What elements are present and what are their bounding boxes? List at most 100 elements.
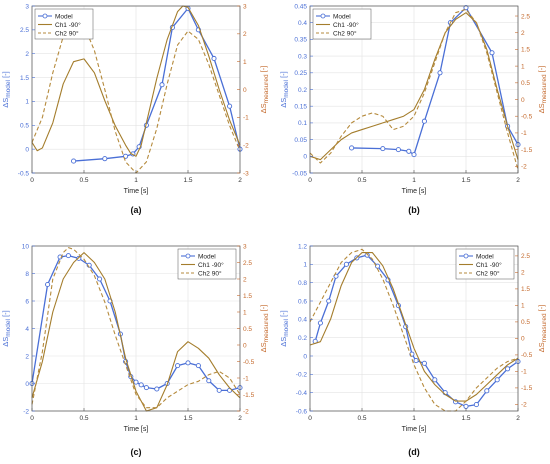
y-left-tick-label: 0.2: [298, 87, 307, 94]
y-right-tick-label: -0.5: [243, 359, 255, 366]
y-right-tick-label: 0: [521, 336, 525, 343]
x-tick-label: 2: [516, 415, 520, 422]
data-point: [227, 103, 233, 109]
x-tick-label: 0.5: [357, 177, 366, 184]
data-point: [437, 70, 443, 76]
data-point: [349, 145, 355, 151]
y-left-tick-label: 0: [303, 154, 307, 161]
series-line-1: [31, 252, 241, 412]
y-left-tick-label: 0.05: [294, 137, 307, 144]
y-left-axis-label: ΔSmodel [-]: [279, 310, 290, 346]
data-point: [505, 366, 511, 372]
data-point: [421, 118, 427, 124]
x-tick-label: 1.5: [183, 177, 192, 184]
data-point: [185, 360, 191, 366]
y-right-tick-label: 1: [521, 303, 525, 310]
y-left-tick-label: 3: [25, 3, 29, 10]
y-right-tick-label: -2: [521, 402, 527, 409]
y-left-tick-label: 1: [303, 262, 307, 269]
x-tick-label: 0: [308, 415, 312, 422]
y-left-tick-label: 4: [25, 326, 29, 333]
y-left-tick-label: -0.2: [296, 372, 308, 379]
data-point: [494, 377, 500, 383]
panel-caption: (d): [408, 447, 420, 457]
y-left-tick-label: 0: [303, 353, 307, 360]
data-point: [413, 358, 419, 364]
legend-entry-label: Ch1 -90°: [333, 21, 359, 29]
y-left-tick-label: 0: [25, 381, 29, 388]
y-right-tick-label: -0.5: [521, 114, 533, 121]
data-point: [326, 298, 332, 304]
x-tick-label: 1: [134, 177, 138, 184]
data-point: [45, 281, 51, 288]
x-axis-label: Time [s]: [402, 426, 427, 433]
series-line-1: [309, 12, 519, 161]
legend-entry-label: Ch2 90°: [198, 269, 222, 277]
legend-entry-label: Ch1 -90°: [198, 261, 224, 269]
legend-marker: [463, 253, 469, 259]
y-right-tick-label: -1: [521, 369, 527, 376]
y-right-tick-label: 0: [243, 342, 247, 349]
y-right-tick-label: 2: [243, 31, 247, 38]
data-point: [133, 379, 139, 385]
panel-caption: (c): [131, 447, 142, 457]
y-right-tick-label: 1: [243, 59, 247, 66]
y-left-tick-label: 0.8: [298, 280, 307, 287]
data-point: [380, 146, 386, 152]
legend-entry-label: Ch2 90°: [476, 269, 500, 277]
data-point: [473, 402, 479, 408]
panel-caption: (a): [131, 205, 142, 215]
y-right-tick-label: 3: [243, 3, 247, 10]
y-right-tick-label: -2: [243, 142, 249, 149]
y-left-tick-label: -0.6: [296, 408, 308, 415]
data-point: [71, 158, 77, 164]
y-left-tick-label: 10: [22, 243, 30, 250]
y-right-tick-label: 0.5: [243, 326, 252, 333]
data-point: [175, 363, 181, 369]
x-tick-label: 0.5: [357, 415, 366, 422]
y-left-tick-label: -0.05: [292, 170, 307, 177]
data-point: [406, 148, 412, 154]
y-right-tick-label: -1.5: [243, 392, 255, 399]
legend-entry-label: Model: [476, 253, 494, 260]
x-tick-label: 0.5: [79, 415, 88, 422]
panel-caption: (b): [408, 205, 420, 215]
y-right-tick-label: -1.5: [521, 147, 533, 154]
y-left-tick-label: 0.35: [294, 37, 307, 44]
legend-marker: [42, 13, 48, 19]
x-tick-label: 2: [516, 177, 520, 184]
data-point: [195, 363, 201, 369]
y-right-axis-label: ΔSmeasured [-]: [537, 305, 548, 353]
x-tick-label: 2: [238, 177, 242, 184]
y-left-tick-label: 0.2: [298, 335, 307, 342]
legend-entry-label: Ch2 90°: [55, 29, 79, 37]
y-right-tick-label: 3: [243, 243, 247, 250]
data-point: [463, 403, 469, 409]
data-point: [317, 320, 323, 326]
y-left-tick-label: 0.4: [298, 20, 307, 27]
legend-entry-label: Model: [55, 13, 73, 20]
y-left-axis-label: ΔSmodel [-]: [1, 71, 12, 107]
y-right-axis-label: ΔSmeasured [-]: [259, 305, 270, 353]
y-right-axis-label: ΔSmeasured [-]: [537, 66, 548, 114]
y-right-tick-label: -2: [521, 164, 527, 171]
y-left-tick-label: 0.1: [298, 120, 307, 127]
y-right-tick-label: 2: [521, 270, 525, 277]
series-line-1: [309, 252, 519, 402]
x-tick-label: 0: [30, 177, 34, 184]
data-point: [154, 386, 160, 392]
y-right-tick-label: 2: [243, 276, 247, 283]
y-left-tick-label: 2.5: [20, 27, 29, 34]
x-axis-label: Time [s]: [124, 426, 149, 433]
y-left-tick-label: 0.15: [294, 104, 307, 111]
data-point: [463, 5, 469, 11]
x-tick-label: 1: [134, 415, 138, 422]
legend-entry-label: Model: [333, 13, 351, 20]
x-tick-label: 1.5: [461, 415, 470, 422]
y-right-tick-label: 1: [521, 63, 525, 70]
y-left-tick-label: 2: [25, 51, 29, 58]
data-point: [375, 263, 381, 269]
